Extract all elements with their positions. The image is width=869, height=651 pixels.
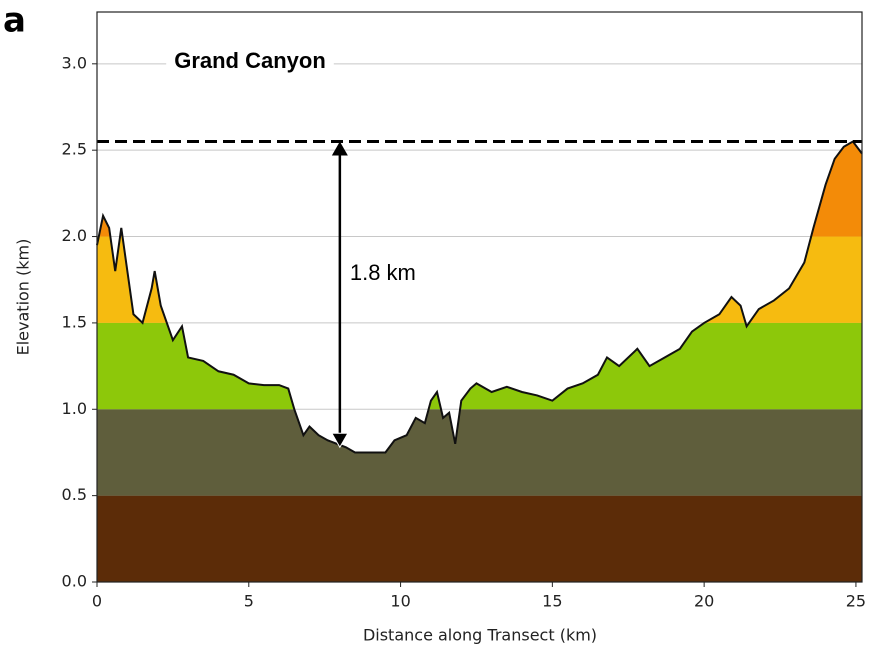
- elevation-band: [97, 495, 862, 582]
- x-tick-label: 0: [92, 592, 102, 611]
- y-tick-label: 1.0: [62, 399, 87, 418]
- y-tick-label: 3.0: [62, 53, 87, 72]
- arrow-head: [330, 432, 349, 449]
- panel-label: a: [3, 1, 26, 41]
- elevation-band: [97, 141, 862, 237]
- x-tick-label: 10: [390, 592, 410, 611]
- arrow-head: [331, 141, 348, 156]
- x-axis-label: Distance along Transect (km): [363, 626, 597, 645]
- bands: [97, 141, 862, 582]
- title-background: [166, 47, 334, 73]
- profile-line: [96, 140, 863, 454]
- elevation-band: [97, 409, 862, 496]
- arrow-label: 1.8 km: [350, 260, 416, 285]
- plot-frame: [96, 11, 863, 583]
- chart-title: Grand Canyon: [174, 48, 326, 73]
- x-tick-label: 15: [542, 592, 562, 611]
- y-tick-label: 2.5: [62, 140, 87, 159]
- y-tick-label: 1.5: [62, 312, 87, 331]
- y-axis-label: Elevation (km): [14, 239, 33, 356]
- elevation-band: [97, 236, 862, 323]
- y-tick-label: 0.0: [62, 572, 87, 591]
- x-tick-label: 20: [694, 592, 714, 611]
- x-tick-label: 5: [244, 592, 254, 611]
- y-tick-label: 0.5: [62, 485, 87, 504]
- x-tick-label: 25: [846, 592, 866, 611]
- y-tick-label: 2.0: [62, 226, 87, 245]
